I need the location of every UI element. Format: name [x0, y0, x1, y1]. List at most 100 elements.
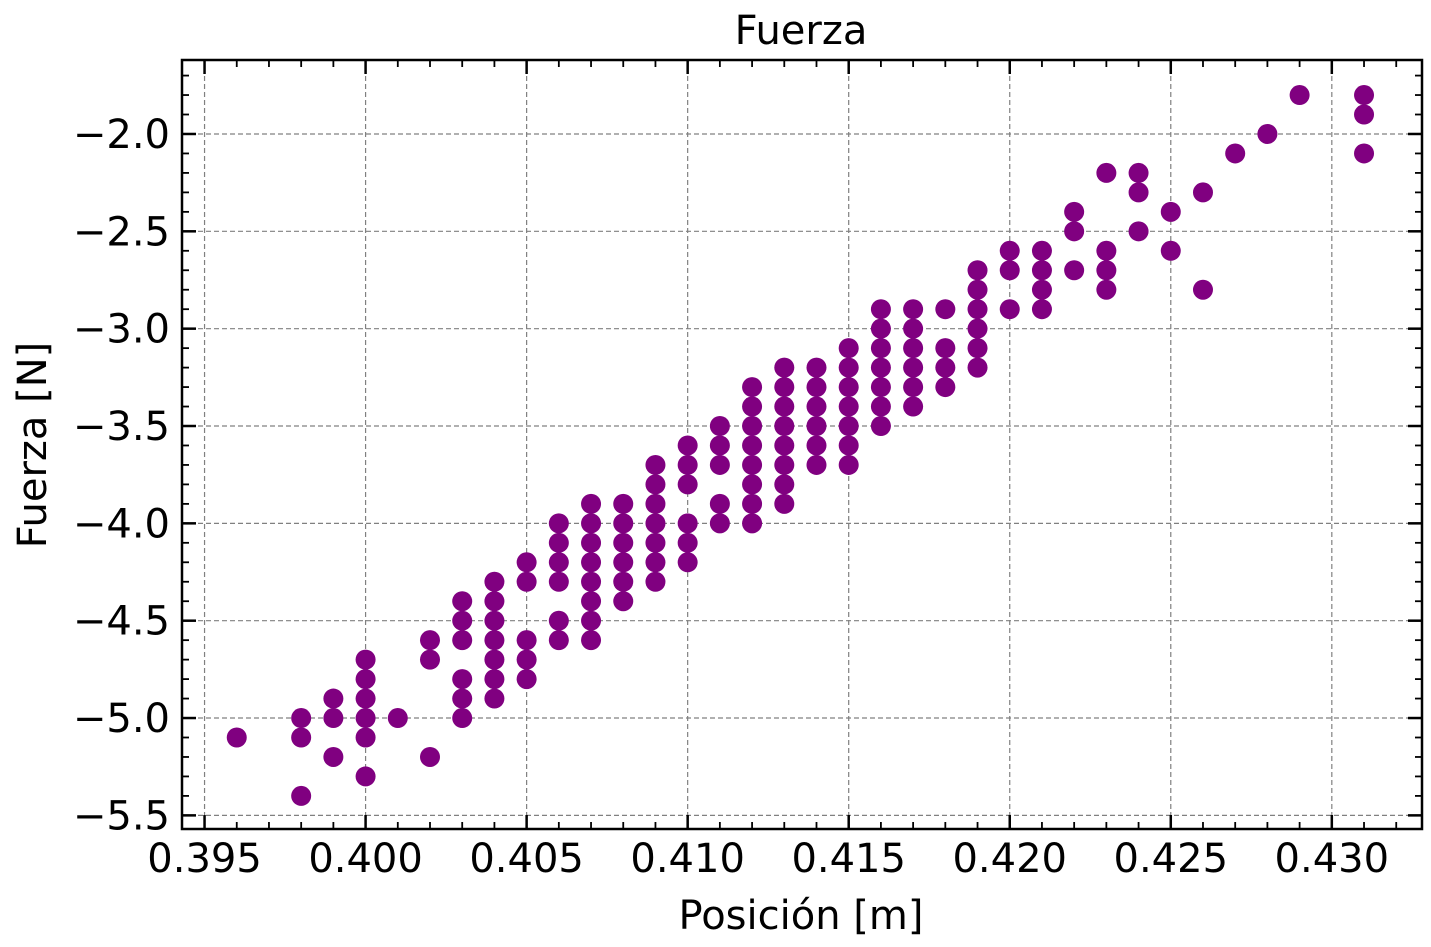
- data-point: [484, 610, 505, 631]
- data-point: [1354, 104, 1375, 125]
- grid: [182, 60, 1422, 829]
- data-point: [870, 338, 891, 359]
- y-tick-label: −4.5: [73, 599, 170, 645]
- data-point: [420, 630, 440, 651]
- data-point: [903, 377, 924, 398]
- y-tick-label: −3.5: [73, 404, 170, 450]
- data-point: [355, 669, 376, 690]
- data-point: [1031, 260, 1052, 281]
- data-point: [1096, 240, 1117, 261]
- data-point: [806, 454, 827, 475]
- data-point: [838, 377, 859, 398]
- data-point: [742, 474, 763, 495]
- data-points: [226, 85, 1375, 806]
- plot-frame: [180, 58, 1424, 831]
- data-point: [967, 279, 988, 300]
- data-point: [967, 299, 988, 320]
- data-point: [1096, 260, 1117, 281]
- data-point: [355, 649, 376, 670]
- data-point: [1289, 85, 1310, 106]
- x-tick-label: 0.400: [308, 836, 423, 882]
- data-point: [774, 474, 795, 495]
- data-point: [484, 688, 505, 709]
- data-point: [323, 708, 344, 729]
- data-point: [1354, 85, 1375, 106]
- data-point: [774, 493, 795, 514]
- data-point: [967, 338, 988, 359]
- data-point: [645, 513, 666, 534]
- data-point: [806, 357, 827, 378]
- data-point: [774, 416, 795, 437]
- data-point: [581, 630, 602, 651]
- data-point: [709, 513, 730, 534]
- data-point: [742, 396, 763, 417]
- data-point: [613, 532, 634, 553]
- data-point: [1128, 182, 1149, 203]
- data-point: [452, 688, 473, 709]
- data-point: [355, 708, 376, 729]
- data-point: [838, 435, 859, 456]
- data-point: [452, 669, 473, 690]
- data-point: [452, 610, 473, 631]
- data-point: [838, 454, 859, 475]
- data-point: [677, 532, 698, 553]
- data-point: [613, 513, 634, 534]
- x-tick-label: 0.415: [791, 836, 906, 882]
- data-point: [1031, 240, 1052, 261]
- data-point: [420, 649, 440, 670]
- data-point: [645, 493, 666, 514]
- data-point: [452, 630, 473, 651]
- y-tick-label: −2.0: [73, 112, 170, 158]
- data-point: [355, 766, 376, 787]
- data-point: [452, 708, 473, 729]
- x-axis-label: Posición [m]: [679, 893, 924, 939]
- data-point: [645, 454, 666, 475]
- data-point: [516, 571, 537, 592]
- data-point: [806, 435, 827, 456]
- data-point: [1225, 143, 1246, 164]
- data-point: [484, 630, 505, 651]
- data-point: [548, 552, 569, 573]
- data-point: [355, 727, 376, 748]
- data-point: [677, 454, 698, 475]
- data-point: [967, 318, 988, 339]
- data-point: [484, 649, 505, 670]
- data-point: [581, 571, 602, 592]
- data-point: [291, 727, 312, 748]
- data-point: [645, 552, 666, 573]
- data-point: [484, 591, 505, 612]
- data-point: [420, 746, 440, 767]
- data-point: [742, 416, 763, 437]
- data-point: [838, 396, 859, 417]
- data-point: [935, 338, 956, 359]
- data-point: [1031, 279, 1052, 300]
- data-point: [581, 552, 602, 573]
- data-point: [903, 318, 924, 339]
- data-point: [935, 377, 956, 398]
- data-point: [548, 532, 569, 553]
- data-point: [1128, 221, 1149, 242]
- data-point: [774, 357, 795, 378]
- chart-title: Fuerza: [735, 8, 868, 54]
- y-tick-label: −3.0: [73, 307, 170, 353]
- data-point: [581, 610, 602, 631]
- data-point: [516, 552, 537, 573]
- data-point: [581, 513, 602, 534]
- data-point: [613, 591, 634, 612]
- data-point: [774, 435, 795, 456]
- data-point: [870, 416, 891, 437]
- data-point: [935, 299, 956, 320]
- data-point: [484, 669, 505, 690]
- data-point: [742, 377, 763, 398]
- data-point: [870, 377, 891, 398]
- data-point: [935, 357, 956, 378]
- data-point: [999, 260, 1020, 281]
- data-point: [355, 688, 376, 709]
- data-point: [1096, 279, 1117, 300]
- data-point: [1192, 182, 1213, 203]
- data-point: [742, 493, 763, 514]
- data-point: [774, 377, 795, 398]
- data-point: [967, 357, 988, 378]
- data-point: [387, 708, 408, 729]
